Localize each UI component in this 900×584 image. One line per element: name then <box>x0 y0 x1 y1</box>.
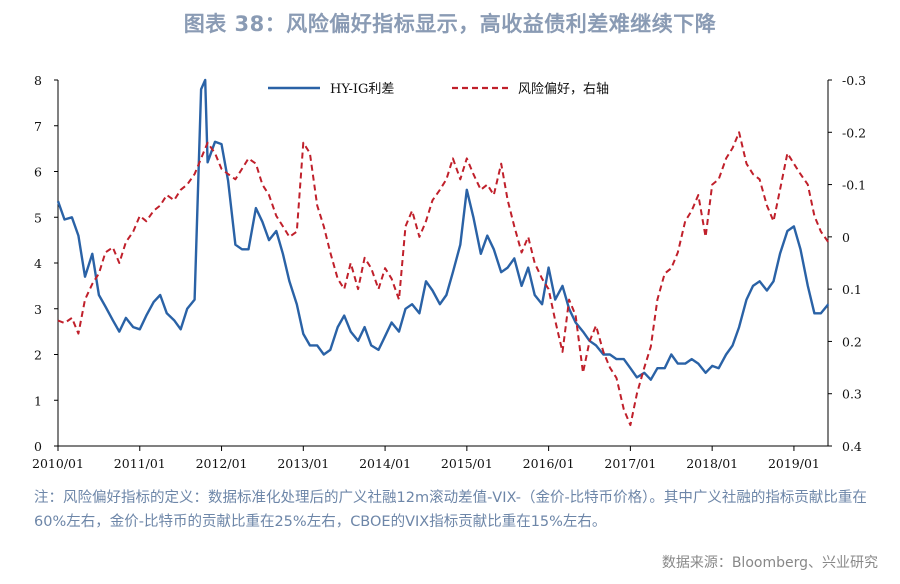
chart-note: 注：风险偏好指标的定义：数据标准化处理后的广义社融12m滚动差值-VIX-（金价… <box>34 490 867 530</box>
legend-label-hy-ig: HY-IG利差 <box>330 82 394 97</box>
right-tick-label: -0.3 <box>842 73 866 88</box>
left-tick-label: 5 <box>34 210 42 225</box>
right-tick-label: 0.1 <box>842 282 862 297</box>
x-tick-label: 2019/01 <box>768 456 820 471</box>
left-tick-label: 0 <box>34 439 42 454</box>
x-tick-label: 2018/01 <box>686 456 738 471</box>
right-tick-label: -0.1 <box>842 178 866 193</box>
x-tick-label: 2011/01 <box>114 456 166 471</box>
x-tick-label: 2014/01 <box>359 456 411 471</box>
left-tick-label: 3 <box>34 302 42 317</box>
x-tick-label: 2016/01 <box>523 456 575 471</box>
x-tick-label: 2015/01 <box>441 456 493 471</box>
x-tick-label: 2013/01 <box>277 456 329 471</box>
chart-series <box>56 78 830 427</box>
data-source: 数据来源：Bloomberg、兴业研究 <box>661 555 878 571</box>
left-tick-label: 4 <box>34 256 42 271</box>
right-tick-label: 0.4 <box>842 439 862 454</box>
chart-axes: 0 1 2 3 4 5 6 7 8 -0.3 -0.2 -0.1 0 0.1 0.2 0.3 0.4 2010/0… <box>32 73 866 471</box>
left-tick-label: 2 <box>34 348 42 363</box>
x-tick-label: 2012/01 <box>196 456 248 471</box>
hy-ig-spread-line <box>56 78 830 381</box>
line-chart: 0 1 2 3 4 5 6 7 8 -0.3 -0.2 -0.1 0 0.1 0.2 0.3 0.4 2010/0… <box>32 73 866 471</box>
x-tick-label: 2017/01 <box>604 456 656 471</box>
left-tick-label: 8 <box>34 73 42 88</box>
x-tick-label: 2010/01 <box>32 456 84 471</box>
chart-legend: HY-IG利差 风险偏好，右轴 <box>268 82 609 97</box>
left-tick-label: 7 <box>34 119 42 134</box>
right-tick-label: -0.2 <box>842 125 866 140</box>
right-tick-label: 0 <box>842 230 850 245</box>
right-tick-label: 0.2 <box>842 334 862 349</box>
risk-appetite-line <box>57 131 830 427</box>
left-tick-label: 6 <box>34 165 42 180</box>
right-tick-label: 0.3 <box>842 387 862 402</box>
chart-title: 图表 38：风险偏好指标显示，高收益债利差难继续下降 <box>183 12 717 36</box>
left-tick-label: 1 <box>34 393 42 408</box>
legend-label-risk: 风险偏好，右轴 <box>518 82 609 97</box>
